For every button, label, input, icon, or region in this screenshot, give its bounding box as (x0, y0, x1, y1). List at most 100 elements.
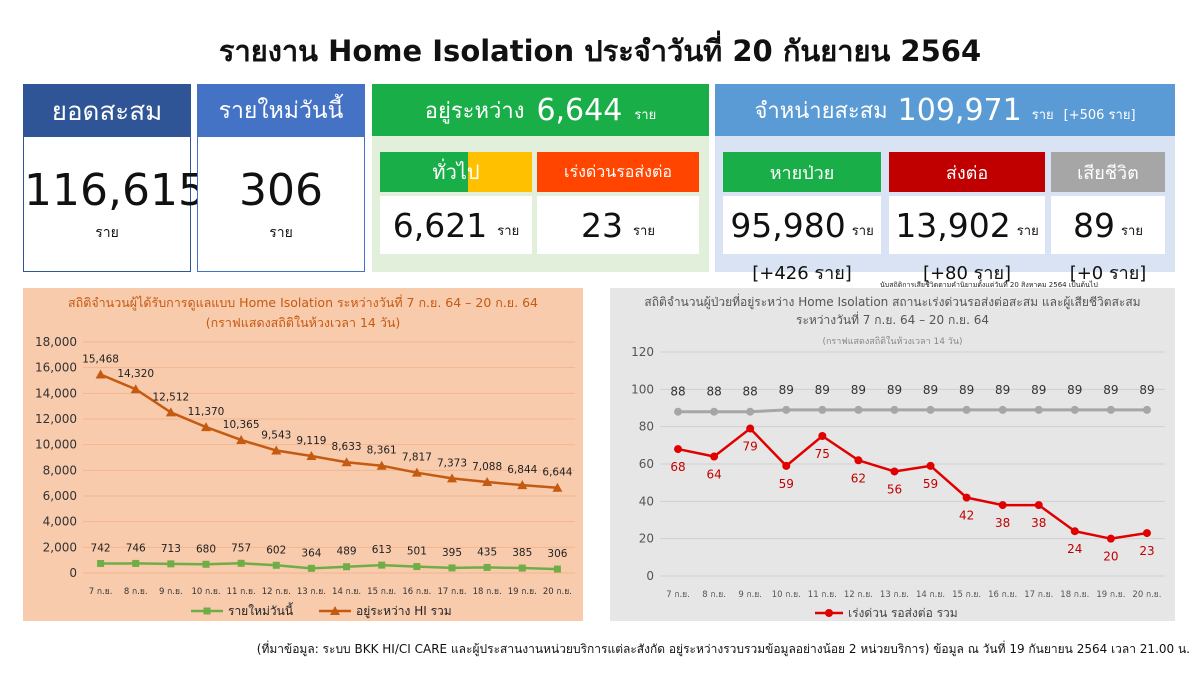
right-chart-title2: ระหว่างวันที่ 7 ก.ย. 64 – 20 ก.ย. 64 (796, 313, 989, 327)
data-point (962, 493, 971, 502)
data-point (552, 482, 563, 492)
cumulative-header: ยอดสะสม (24, 85, 190, 137)
data-label: 89 (1031, 383, 1046, 397)
data-point (518, 564, 526, 572)
data-label: 11,370 (188, 406, 225, 418)
data-label: 88 (706, 385, 721, 399)
deceased-value-box: 89 ราย (1051, 196, 1165, 254)
legend-marker-urgent (825, 609, 833, 617)
data-point (517, 480, 528, 490)
data-point (165, 407, 176, 417)
series-line (678, 408, 1147, 414)
left-chart: 18,000 16,000 14,000 12,000 10,000 8,000 6,000… (35, 335, 575, 619)
data-label: 680 (196, 543, 216, 555)
series-line (100, 373, 558, 489)
x-tick-label: 20 ก.ย. (543, 587, 572, 597)
y-tick-label: 18,000 (35, 335, 77, 349)
legend-label-new: รายใหม่วันนี้ (228, 602, 294, 618)
right-chart-subtitle: (กราฟแสดงสถิติในห้วงเวลา 14 วัน) (822, 337, 963, 347)
data-label: 89 (995, 383, 1010, 397)
new-today-label: รายใหม่วันนี้ (218, 98, 344, 124)
x-tick-label: 9 ก.ย. (159, 587, 183, 597)
data-label: 501 (407, 546, 427, 558)
data-point (167, 560, 175, 568)
ongoing-header: อยู่ระหว่าง 6,644 ราย (372, 84, 709, 136)
data-label: 89 (1139, 383, 1154, 397)
left-chart-subtitle: (กราฟแสดงสถิติในห้วงเวลา 14 วัน) (205, 315, 401, 330)
data-label: 89 (815, 383, 830, 397)
data-point (483, 563, 491, 571)
x-tick-label: 14 ก.ย. (916, 590, 945, 600)
ongoing-value: 6,644 (536, 92, 623, 128)
x-tick-label: 20 ก.ย. (1132, 590, 1161, 600)
data-point (376, 460, 387, 470)
data-label: 435 (477, 546, 497, 558)
y-tick-label: 4,000 (43, 515, 77, 529)
data-label: 42 (959, 509, 974, 523)
urgent-header: เร่งด่วนรอส่งต่อ (537, 152, 699, 192)
data-label: 7,088 (472, 461, 502, 473)
discharged-card: จำหน่ายสะสม 109,971 ราย [+506 ราย] หายป่… (715, 84, 1175, 272)
referred-value-box: 13,902 ราย (889, 196, 1045, 254)
urgent-label: เร่งด่วนรอส่งต่อ (564, 161, 672, 181)
x-tick-label: 15 ก.ย. (952, 590, 981, 600)
data-label: 9,543 (261, 430, 291, 442)
x-tick-label: 12 ก.ย. (262, 587, 291, 597)
page-title: รายงาน Home Isolation ประจำวันที่ 20 กัน… (218, 34, 982, 68)
y-tick-label: 14,000 (35, 386, 77, 400)
data-point (202, 560, 210, 568)
data-label: 306 (547, 548, 567, 560)
data-label: 89 (851, 383, 866, 397)
data-point (746, 407, 755, 416)
recovered-label: หายป่วย (769, 162, 835, 184)
data-label: 56 (887, 482, 902, 496)
data-label: 15,468 (82, 353, 119, 365)
death-note: นับสถิติการเสียชีวิตตามคำนิยามตั้งแต่วัน… (880, 281, 1098, 289)
data-label: 20 (1103, 550, 1118, 564)
data-point (1106, 405, 1115, 414)
referred-unit: ราย (1016, 223, 1039, 239)
y-tick-label: 8,000 (43, 463, 77, 477)
data-point (482, 477, 493, 487)
data-point (1142, 405, 1151, 414)
y-tick-label: 6,000 (43, 489, 77, 503)
legend-label-urgent: เร่งด่วน รอส่งต่อ รวม (848, 606, 958, 620)
y-tick-label: 16,000 (35, 361, 77, 375)
referred-header: ส่งต่อ (889, 152, 1045, 192)
data-label: 59 (779, 477, 794, 491)
data-point (854, 405, 863, 414)
data-point (132, 559, 140, 567)
data-point (782, 461, 791, 470)
data-label: 89 (1067, 383, 1082, 397)
data-label: 88 (743, 385, 758, 399)
series-line (677, 426, 1148, 540)
x-tick-label: 19 ก.ย. (508, 587, 537, 597)
general-label: ทั่วไป (432, 160, 480, 184)
data-point (746, 424, 755, 433)
x-tick-label: 8 ก.ย. (124, 587, 148, 597)
right-chart: 120 100 80 60 40 20 0 7 ก.ย. 8 ก.ย. 9 ก.ย. 10 ก.ย.… (631, 345, 1165, 620)
data-label: 602 (266, 544, 286, 556)
data-label: 89 (923, 383, 938, 397)
data-label: 8,633 (332, 441, 362, 453)
data-point (343, 563, 351, 571)
data-point (890, 467, 899, 476)
data-point (674, 407, 683, 416)
data-point (998, 501, 1007, 510)
y-tick-label: 120 (631, 345, 654, 359)
data-point (237, 559, 245, 567)
discharged-extra: [+506 ราย] (1063, 107, 1136, 123)
data-label: 10,365 (223, 419, 260, 431)
data-label: 12,512 (152, 391, 189, 403)
data-label: 489 (337, 546, 357, 558)
x-tick-label: 17 ก.ย. (437, 587, 466, 597)
general-value-box: 6,621 ราย (380, 196, 532, 254)
legend-marker-new (203, 607, 211, 615)
data-label: 89 (959, 383, 974, 397)
data-point (236, 434, 247, 444)
data-point (998, 405, 1007, 414)
data-point (413, 563, 421, 571)
x-tick-label: 17 ก.ย. (1024, 590, 1053, 600)
data-label: 8,361 (367, 445, 397, 457)
y-tick-label: 100 (631, 382, 654, 396)
